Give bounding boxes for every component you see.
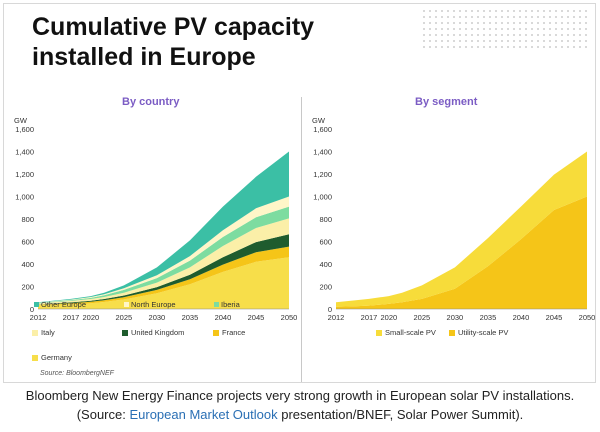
x-tick-label: 2050 [579, 313, 596, 322]
y-tick-label: 800 [319, 215, 332, 224]
source-note: Source: BloombergNEF [40, 370, 114, 377]
x-tick-label: 2025 [414, 313, 431, 322]
x-tick-label: 2025 [116, 313, 133, 322]
legend-swatch [376, 329, 382, 336]
y-tick-label: 600 [319, 238, 332, 247]
legend-label: Italy [41, 328, 55, 337]
y-tick-label: 200 [21, 283, 34, 292]
slide: Cumulative PV capacity installed in Euro… [3, 3, 596, 383]
y-tick-label: 1,200 [15, 170, 34, 179]
legend-item-italy: Italy [32, 328, 55, 337]
y-tick-label: 400 [319, 260, 332, 269]
caption-text-before: Bloomberg New Energy Finance projects ve… [25, 388, 575, 422]
legend-label: Other Europe [41, 300, 86, 309]
y-tick-label: 1,400 [15, 148, 34, 157]
legend-item-iberia: Iberia [214, 300, 241, 309]
legend-label: France [222, 328, 246, 337]
x-tick-label: 2045 [546, 313, 563, 322]
y-tick-label: 1,600 [15, 125, 34, 134]
y-tick-label: 0 [328, 305, 332, 314]
legend-label: Iberia [221, 300, 241, 309]
x-tick-label: 2020 [82, 313, 99, 322]
legend-label: Small-scale PV [385, 328, 436, 337]
caption-link[interactable]: European Market Outlook [129, 407, 278, 422]
y-axis-unit-label: GW [312, 116, 326, 125]
area-series-north-europe [38, 196, 289, 303]
area-series-united-kingdom [38, 234, 289, 305]
x-tick-label: 2012 [328, 313, 345, 322]
y-tick-label: 200 [319, 283, 332, 292]
area-series-utility-scale-pv [336, 196, 587, 309]
legend-item-other-europe: Other Europe [34, 300, 86, 309]
panel-title-country: By country [122, 96, 180, 108]
caption-text-after: presentation/BNEF, Solar Power Summit). [277, 407, 524, 422]
slide-title: Cumulative PV capacity installed in Euro… [32, 13, 315, 71]
y-tick-label: 1,200 [313, 170, 332, 179]
y-tick-label: 800 [21, 215, 34, 224]
x-tick-label: 2035 [182, 313, 199, 322]
y-tick-label: 1,600 [313, 125, 332, 134]
dot-pattern [421, 8, 591, 48]
legend-swatch [214, 302, 219, 307]
legend-swatch [213, 329, 219, 336]
legend-item-germany: Germany [32, 353, 72, 362]
x-tick-label: 2040 [215, 313, 232, 322]
legend-item-france: France [213, 328, 245, 337]
y-tick-label: 600 [21, 238, 34, 247]
legend-swatch [449, 329, 455, 336]
y-axis-unit-label: GW [14, 116, 28, 125]
x-tick-label: 2040 [513, 313, 530, 322]
area-series-germany [38, 257, 289, 309]
x-tick-label: 2030 [447, 313, 464, 322]
chart-by-segment: GW 0 200 400 600 800 1,000 1,200 1,400 1,600 2012 2… [312, 116, 596, 322]
x-tick-label: 2012 [30, 313, 47, 322]
legend-item-united-kingdom: United Kingdom [122, 328, 184, 337]
area-series-italy [38, 218, 289, 305]
y-tick-label: 1,000 [313, 193, 332, 202]
legend-swatch [34, 302, 39, 307]
x-tick-label: 2030 [149, 313, 166, 322]
area-series-france [38, 246, 289, 306]
x-tick-label: 2017 [63, 313, 80, 322]
legend-label: Germany [41, 353, 72, 362]
chart-by-country: GW 0 200 400 600 800 1,000 1,200 1,400 1,600 2012 2… [14, 116, 298, 322]
legend-label: United Kingdom [131, 328, 185, 337]
figure-caption: Bloomberg New Energy Finance projects ve… [0, 386, 600, 424]
panel-divider [301, 97, 302, 382]
x-tick-label: 2050 [281, 313, 298, 322]
legend-swatch [32, 329, 38, 336]
legend-swatch [124, 302, 129, 307]
area-series-small-scale-pv [336, 151, 587, 307]
area-series-iberia [38, 206, 289, 304]
x-tick-label: 2017 [361, 313, 378, 322]
legend-item-north-europe: North Europe [124, 300, 176, 309]
x-tick-label: 2035 [480, 313, 497, 322]
x-tick-label: 2045 [248, 313, 265, 322]
panel-title-segment: By segment [415, 96, 478, 108]
legend-item-small-scale: Small-scale PV [376, 328, 436, 337]
y-tick-label: 0 [30, 305, 34, 314]
legend-item-utility-scale: Utility-scale PV [449, 328, 508, 337]
y-tick-label: 1,000 [15, 193, 34, 202]
legend-swatch [32, 354, 38, 361]
y-tick-label: 1,400 [313, 148, 332, 157]
x-tick-label: 2020 [380, 313, 397, 322]
y-tick-label: 400 [21, 260, 34, 269]
legend-swatch [122, 329, 128, 336]
legend-label: North Europe [131, 300, 176, 309]
legend-label: Utility-scale PV [458, 328, 509, 337]
